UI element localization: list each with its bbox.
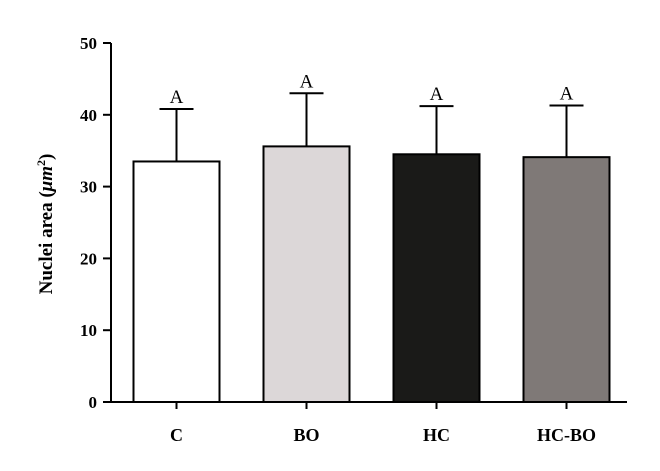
y-tick-label: 40	[80, 106, 97, 125]
significance-letter: A	[430, 84, 444, 105]
y-tick-label: 20	[80, 249, 97, 268]
y-tick-label: 10	[80, 321, 97, 340]
y-axis-title-close: )	[36, 154, 57, 160]
significance-letter: A	[300, 71, 314, 92]
x-category-label: C	[170, 425, 183, 445]
bar-bo	[262, 145, 351, 403]
bars: AAA A	[132, 71, 611, 403]
x-category-label: HC	[423, 425, 450, 445]
x-axis-labels: C BO HC HC-BO	[110, 401, 627, 445]
significance-letter: A	[170, 87, 184, 108]
y-axis-title: Nuclei area (μm2)	[34, 154, 57, 295]
bar-hc-bo	[522, 156, 611, 403]
y-axis-title-text: Nuclei area (	[36, 191, 57, 294]
y-axis: 0 10 20 30 40 50	[80, 34, 112, 412]
y-axis-title-exponent: 2	[34, 160, 48, 166]
y-axis-title-unit: μm	[36, 166, 57, 192]
y-tick-label: 30	[80, 178, 97, 197]
y-tick-label: 0	[89, 393, 98, 412]
y-tick-label: 50	[80, 34, 97, 53]
x-category-label: BO	[293, 425, 319, 445]
bar-hc	[392, 153, 481, 403]
significance-letter: A	[560, 83, 574, 104]
x-category-label: HC-BO	[537, 425, 596, 445]
bar-c	[132, 160, 221, 403]
